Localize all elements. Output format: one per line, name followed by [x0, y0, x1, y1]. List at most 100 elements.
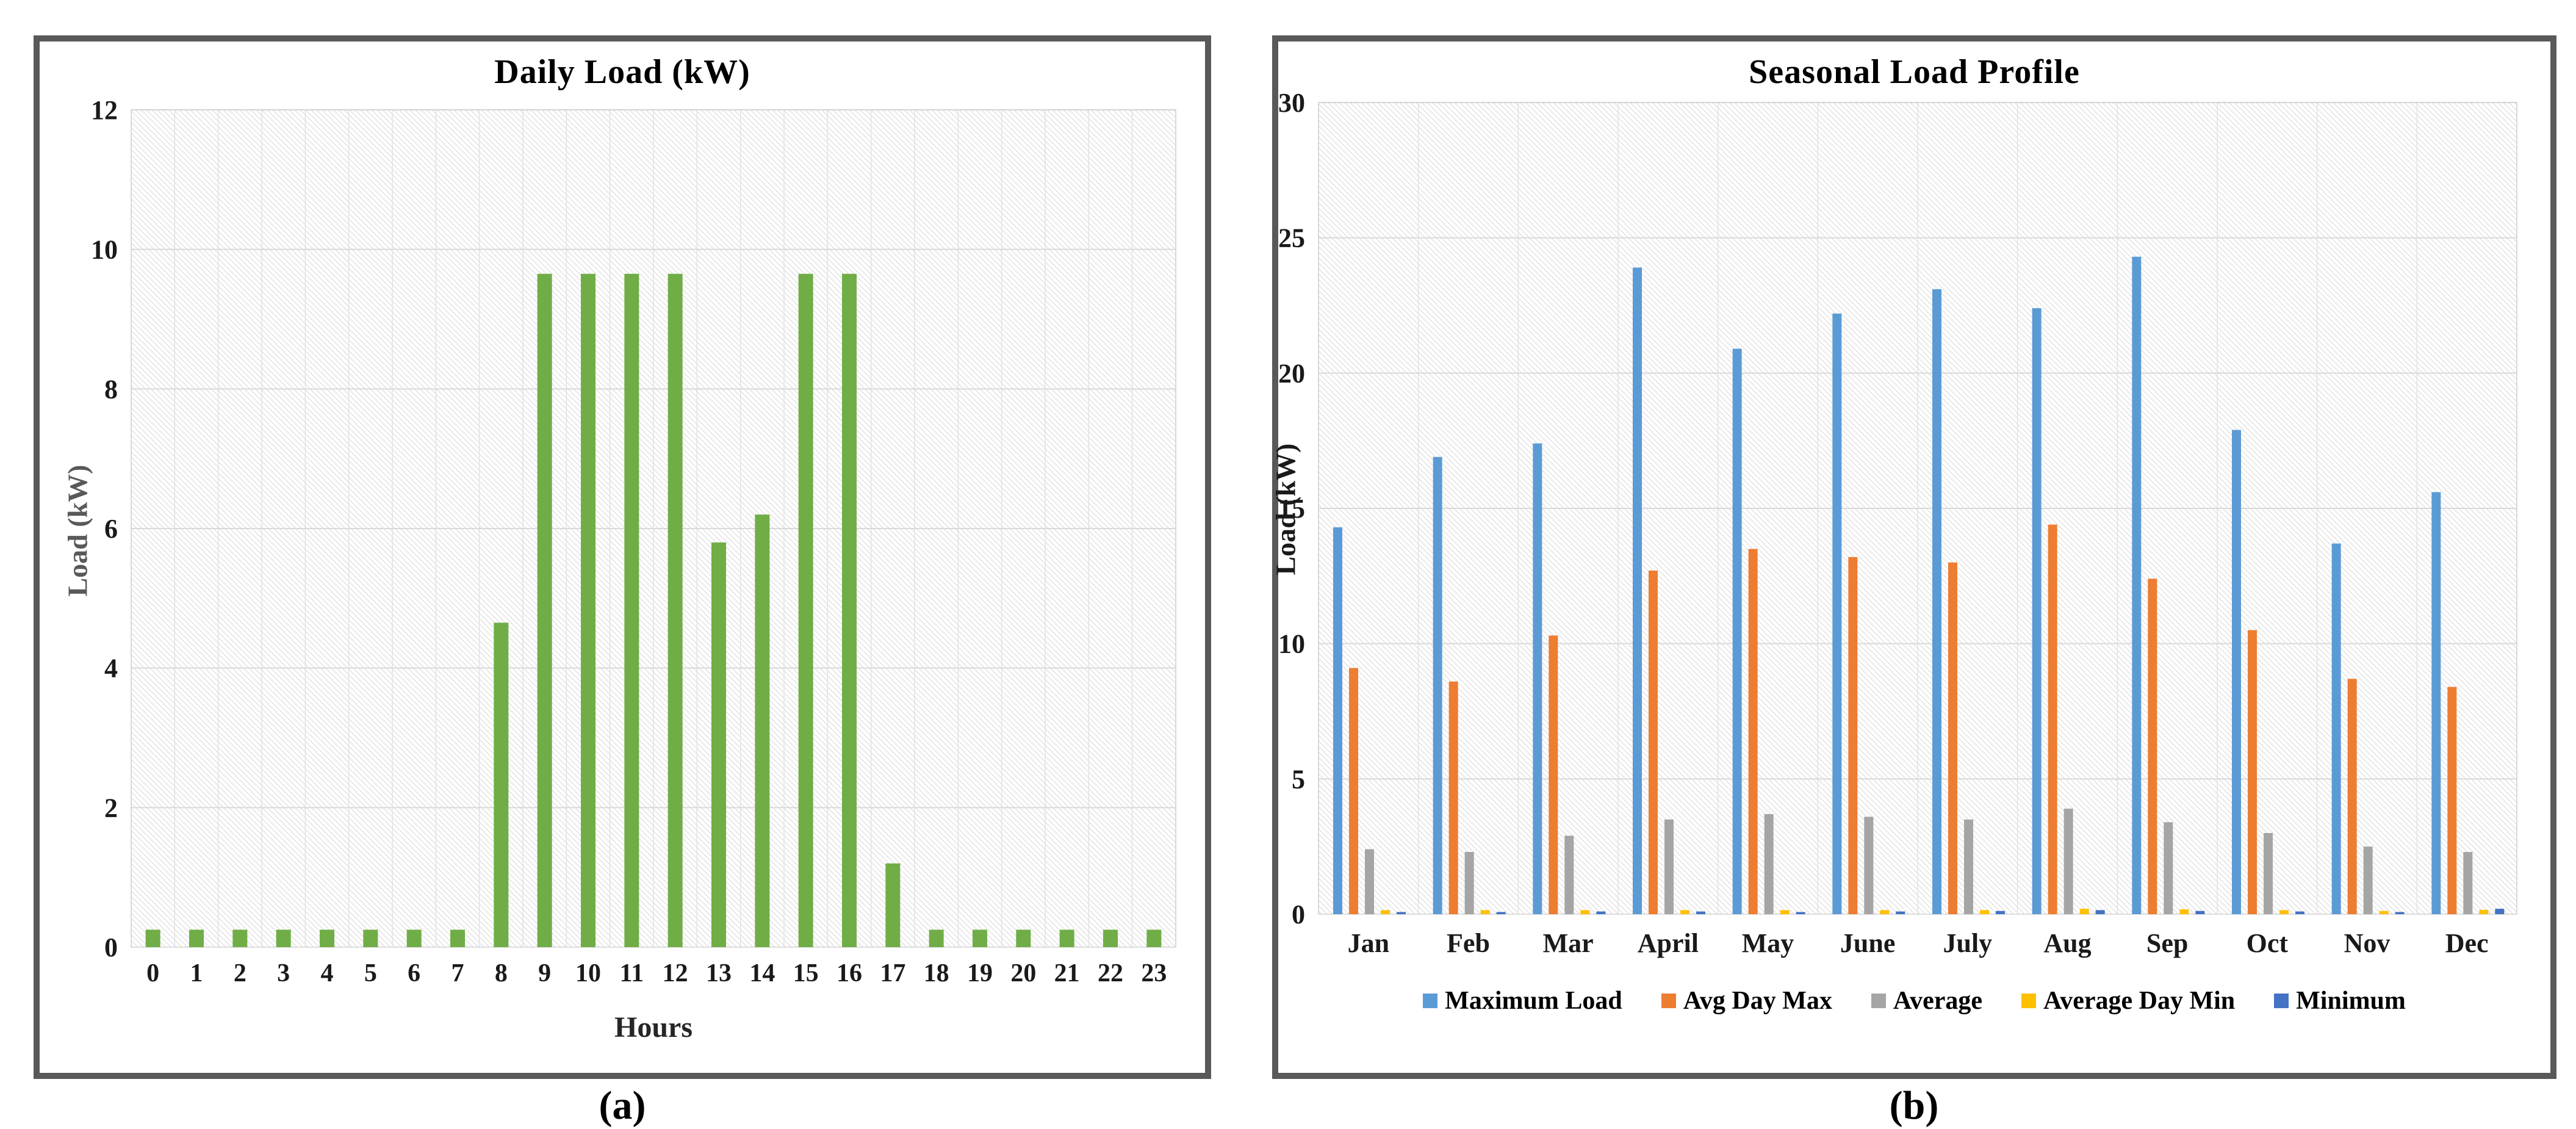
y-tick-label: 6	[104, 514, 118, 544]
bar	[1896, 911, 1905, 914]
bar	[2447, 687, 2457, 914]
x-tick-label: 17	[880, 959, 905, 987]
bar	[711, 542, 726, 947]
bar	[1433, 456, 1442, 914]
bar	[2331, 543, 2341, 914]
bar	[1848, 557, 1858, 914]
bar	[667, 273, 683, 947]
bar	[2295, 911, 2304, 914]
bar	[276, 929, 291, 947]
bar	[2264, 833, 2273, 914]
bar	[1596, 911, 1606, 914]
x-tick-label: 10	[575, 959, 601, 987]
bar	[798, 273, 813, 947]
legend-swatch	[1871, 994, 1886, 1008]
y-tick-label: 12	[91, 95, 118, 125]
seasonal-load-panel: Seasonal Load Profile 0 5 10 15 20 25 30 Jan Feb…	[1270, 35, 2556, 1079]
bar	[2248, 630, 2257, 914]
x-tick-label: 8	[495, 959, 508, 987]
bar	[1480, 910, 1490, 914]
y-tick-label: 5	[1292, 764, 1305, 794]
x-tick-label: 2	[234, 959, 246, 987]
bar	[450, 929, 465, 947]
bar	[1059, 929, 1074, 947]
bar	[1880, 910, 1890, 914]
bar	[537, 273, 552, 947]
plot-outline	[131, 109, 1176, 948]
series-avg-day-max	[1349, 524, 2457, 914]
x-tick-label: 14	[749, 959, 775, 987]
y-tick-label: 4	[104, 654, 118, 684]
bar	[1732, 348, 1742, 914]
bar	[581, 273, 595, 947]
x-tick-label: Dec	[2445, 928, 2489, 958]
x-tick-label: 0	[146, 959, 159, 987]
legend-label: Maximum Load	[1445, 987, 1622, 1015]
x-tick-label: 7	[452, 959, 464, 987]
x-tick-label: Jan	[1348, 928, 1389, 958]
daily-load-panel: Daily Load (kW) 0 2 4 6 8 10 12 0 1 2 3 4 5 6 7 8 9 10 11 1…	[34, 35, 1211, 1079]
bar	[2095, 910, 2105, 914]
x-tick-label: July	[1943, 928, 1992, 958]
y-tick-labels: 0 5 10 15 20 25 30	[1278, 88, 1305, 929]
bar	[2132, 256, 2142, 915]
bar	[2148, 579, 2157, 914]
bar	[1748, 549, 1758, 914]
x-tick-label: 1	[190, 959, 203, 987]
y-tick-label: 30	[1278, 88, 1305, 118]
bar	[2495, 909, 2505, 914]
legend-label: Average	[1893, 987, 1983, 1015]
bar	[406, 929, 422, 947]
y-tick-label: 2	[104, 793, 118, 823]
bar	[2063, 809, 2073, 914]
bar	[2179, 909, 2189, 914]
x-tick-label: 18	[924, 959, 949, 987]
bar	[2279, 910, 2289, 914]
bar	[2164, 822, 2173, 914]
bar	[1764, 813, 1774, 914]
legend-item-average-day-min: Average Day Min	[2021, 986, 2235, 1015]
bar	[320, 929, 334, 947]
x-tick-label: Aug	[2043, 928, 2091, 958]
bar	[2232, 430, 2241, 914]
x-tick-label: May	[1742, 928, 1794, 958]
x-tick-label: Nov	[2344, 928, 2391, 958]
bar	[1864, 817, 1874, 914]
x-tick-label: 21	[1054, 959, 1080, 987]
x-tick-label: Mar	[1543, 928, 1594, 958]
bar	[1365, 849, 1374, 914]
bar	[1464, 852, 1474, 914]
bar	[755, 514, 770, 947]
legend-item-minimum: Minimum	[2274, 986, 2406, 1015]
bar	[2079, 909, 2089, 914]
x-tick-label: 23	[1141, 959, 1167, 987]
bar	[2195, 911, 2205, 914]
bar	[1580, 910, 1590, 914]
bar	[1103, 929, 1118, 947]
daily-y-axis-label: Load (kW)	[62, 464, 93, 597]
bar	[1996, 911, 2005, 914]
bar	[1146, 929, 1162, 947]
bar	[1796, 912, 1805, 914]
x-tick-label: 19	[967, 959, 993, 987]
x-tick-label: 9	[538, 959, 551, 987]
bar	[1381, 910, 1390, 914]
bar	[2363, 846, 2373, 914]
x-tick-label: 22	[1098, 959, 1123, 987]
bar	[363, 929, 378, 947]
x-tick-label: June	[1840, 928, 1895, 958]
bar	[2395, 912, 2405, 914]
y-tick-label: 0	[1292, 900, 1305, 929]
x-tick-label: 12	[663, 959, 688, 987]
bar	[1780, 910, 1790, 914]
seasonal-load-chart: 0 5 10 15 20 25 30 Jan Feb Mar April May June July Aug…	[1278, 88, 2517, 958]
bar	[1533, 443, 1542, 914]
bar	[2479, 909, 2489, 914]
legend-swatch	[1661, 994, 1676, 1008]
bar	[885, 863, 901, 947]
x-tick-labels: 0 1 2 3 4 5 6 7 8 9 10 11 12 13 14 15 16 17 18 19 20 21 22 23	[146, 959, 1167, 987]
seasonal-y-axis-label: Load (kW)	[1270, 443, 1301, 575]
y-tick-label: 10	[1278, 629, 1305, 659]
series-average	[1365, 809, 2473, 914]
